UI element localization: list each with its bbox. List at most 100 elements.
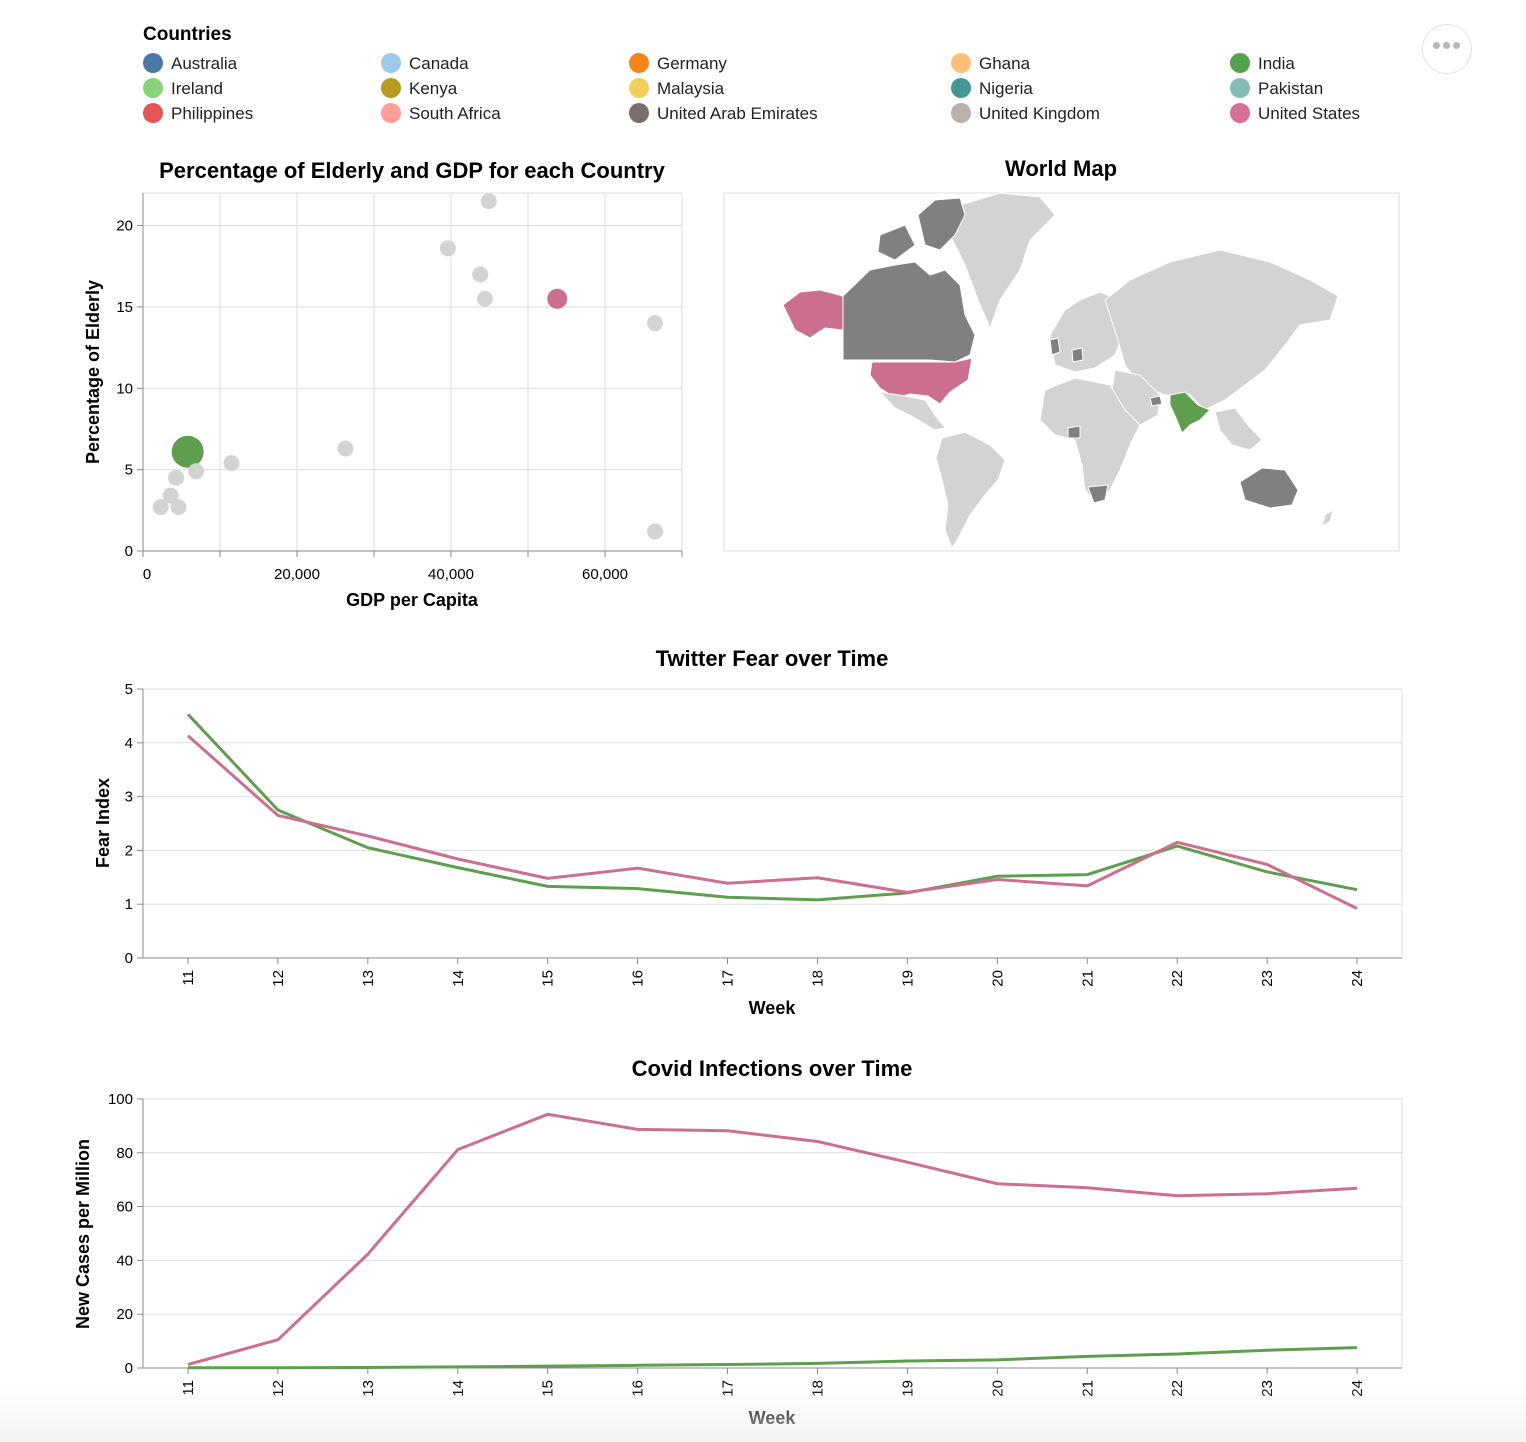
map-region-germany — [1071, 347, 1084, 363]
scatter-y-tick-label: 0 — [125, 543, 133, 560]
y-tick-label: 5 — [125, 681, 133, 698]
x-tick-label: 16 — [630, 970, 647, 987]
fear-y-axis-title: Fear Index — [93, 778, 113, 868]
legend-label: Australia — [171, 54, 238, 73]
x-tick-label: 11 — [180, 1380, 197, 1396]
legend-label: Malaysia — [657, 79, 725, 98]
x-tick-label: 17 — [720, 1380, 737, 1397]
scatter-point — [223, 455, 240, 472]
scatter-y-tick-label: 20 — [116, 218, 133, 235]
series-line — [186, 713, 1358, 902]
scatter-x-axis-title: GDP per Capita — [346, 590, 479, 610]
scatter-point — [480, 193, 497, 210]
y-tick-label: 40 — [116, 1252, 133, 1269]
x-tick-label: 19 — [899, 970, 916, 987]
x-tick-label: 22 — [1169, 970, 1186, 987]
x-tick-label: 15 — [540, 970, 557, 987]
fear-lines — [186, 713, 1358, 910]
series-line — [187, 734, 1358, 910]
y-tick-label: 4 — [125, 735, 133, 752]
map-region-arctic-islands-2 — [877, 224, 916, 261]
x-tick-label: 18 — [809, 1380, 826, 1397]
map-region-central-america — [878, 391, 946, 431]
x-tick-label: 19 — [899, 1380, 916, 1397]
covid-x-axis-title: Week — [749, 1408, 797, 1428]
world-map-title: World Map — [1005, 156, 1117, 181]
legend-label: India — [1258, 54, 1295, 73]
legend-swatch — [381, 78, 401, 98]
legend-label: Philippines — [171, 104, 253, 123]
scatter-point — [647, 315, 664, 332]
legend-swatch — [143, 78, 163, 98]
x-tick-label: 18 — [809, 970, 826, 987]
scatter-point — [476, 290, 493, 307]
y-tick-label: 0 — [125, 950, 133, 967]
x-tick-label: 23 — [1259, 970, 1276, 987]
legend-swatch — [951, 103, 971, 123]
scatter-point — [647, 523, 664, 540]
scatter-point — [547, 288, 568, 309]
legend-label: Kenya — [409, 79, 458, 98]
scatter-x-tick-label: 0 — [143, 566, 151, 583]
x-tick-label: 12 — [270, 1380, 287, 1397]
legend-swatch — [381, 53, 401, 73]
scatter-x-tick-label: 20,000 — [274, 566, 320, 583]
covid-lines — [187, 1112, 1358, 1370]
legend-swatch — [629, 103, 649, 123]
legend-title: Countries — [143, 24, 232, 45]
map-region-southeast-asia — [1214, 407, 1263, 451]
scatter-y-tick-label: 5 — [125, 462, 133, 479]
map-region-australia — [1239, 467, 1299, 509]
x-tick-label: 22 — [1169, 1380, 1186, 1397]
more-actions-button[interactable]: ••• — [1422, 24, 1472, 74]
y-tick-label: 1 — [125, 896, 133, 913]
scatter-chart: Percentage of Elderly and GDP for each C… — [83, 158, 683, 610]
y-tick-label: 0 — [125, 1360, 133, 1377]
plot-frame — [142, 688, 1403, 959]
map-region-canada — [842, 261, 976, 363]
legend-swatch — [951, 53, 971, 73]
legend-label: Nigeria — [979, 79, 1033, 98]
legend-label: Ghana — [979, 54, 1031, 73]
legend-swatch — [951, 78, 971, 98]
map-region-india — [1169, 391, 1211, 434]
x-tick-label: 16 — [630, 1380, 647, 1397]
x-tick-label: 12 — [270, 970, 287, 987]
fear-x-axis-title: Week — [749, 998, 797, 1018]
map-region-south-africa — [1087, 484, 1109, 504]
y-tick-label: 100 — [108, 1091, 133, 1108]
map-region-arctic-islands — [917, 197, 966, 251]
covid-chart-title: Covid Infections over Time — [632, 1056, 913, 1081]
legend-label: Canada — [409, 54, 469, 73]
x-tick-label: 24 — [1349, 1380, 1366, 1397]
map-region-united-arab-emirates — [1149, 395, 1163, 407]
legend-label: Germany — [657, 54, 727, 73]
legend-label: United Kingdom — [979, 104, 1100, 123]
legend: Countries Australia Canada Germany Ghana Ind… — [143, 24, 1360, 123]
legend-swatch — [1230, 103, 1250, 123]
legend-swatch — [381, 103, 401, 123]
y-tick-label: 3 — [125, 789, 133, 806]
legend-swatch — [143, 103, 163, 123]
x-tick-label: 15 — [540, 1380, 557, 1397]
legend-swatch — [143, 53, 163, 73]
x-tick-label: 17 — [720, 970, 737, 987]
legend-items: Australia Canada Germany Ghana India Ireland K… — [143, 53, 1360, 123]
covid-chart: Covid Infections over Time 0 20 40 60 80 100 1… — [73, 1056, 1403, 1428]
scatter-point — [472, 266, 489, 283]
legend-label: United Arab Emirates — [657, 104, 818, 123]
legend-label: United States — [1258, 104, 1360, 123]
fear-chart-title: Twitter Fear over Time — [656, 646, 889, 671]
scatter-axes: 0 5 10 15 20 0 20,000 40,000 60,000 — [116, 193, 683, 583]
map-region-greenland — [949, 192, 1056, 330]
scatter-point — [170, 499, 187, 516]
legend-label: Pakistan — [1258, 79, 1323, 98]
map-region-united-kingdom — [1049, 337, 1061, 356]
plot-frame — [142, 1098, 1403, 1369]
legend-swatch — [629, 78, 649, 98]
map-region-alaska — [782, 289, 844, 339]
y-tick-label: 80 — [116, 1145, 133, 1162]
map-region-nigeria — [1067, 425, 1081, 439]
scatter-frame — [142, 192, 683, 552]
